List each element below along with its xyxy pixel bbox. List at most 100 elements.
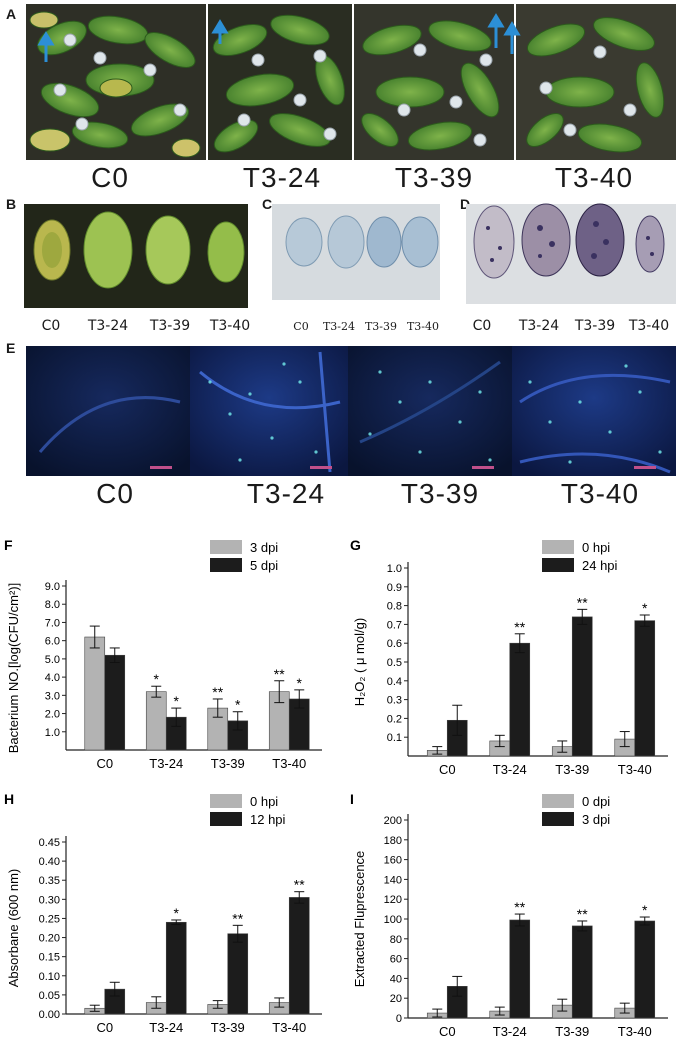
y-tick-label: 0.05 (39, 990, 60, 1002)
detached-leaf-photos (24, 203, 676, 308)
bar (84, 636, 106, 751)
y-tick-label: 0.45 (39, 837, 60, 849)
plant-photos (26, 4, 676, 160)
leaf-clip-tags (53, 33, 637, 147)
legend-label: 5 dpi (250, 558, 278, 573)
y-tick-label: 0.15 (39, 952, 60, 964)
y-tick-label: 140 (384, 874, 402, 886)
legend-swatch (210, 794, 242, 808)
x-tick-label: T3-40 (272, 1020, 306, 1035)
panel-letter: H (4, 791, 14, 807)
x-tick-label: C0 (96, 1020, 113, 1035)
genotype-label-e-c0: C0 (96, 478, 134, 509)
significance-mark: * (642, 902, 648, 918)
significance-mark: ** (514, 899, 525, 915)
plant-rosette-t3-24 (212, 14, 345, 153)
x-tick-label: C0 (439, 762, 456, 777)
genotype-label-b-t3-40: T3-40 (209, 318, 251, 334)
y-tick-label: 0.8 (387, 601, 402, 613)
genotype-label-c-t3-24: T3-24 (322, 320, 356, 333)
scale-bar-t3-39 (472, 466, 494, 469)
x-tick-label: T3-39 (211, 1020, 245, 1035)
y-tick-label: 60 (390, 954, 402, 966)
legend-swatch (542, 558, 574, 572)
genotype-label-a-c0: C0 (91, 162, 129, 193)
genotype-label-b-t3-39: T3-39 (149, 318, 191, 334)
bar (165, 921, 187, 1015)
panel-letter: I (350, 791, 354, 807)
y-tick-label: 120 (384, 894, 402, 906)
x-tick-label: C0 (96, 756, 113, 771)
panel-letter-a: A (6, 6, 17, 22)
bar (227, 933, 249, 1015)
x-tick-label: T3-40 (618, 1024, 652, 1039)
genotype-label-e-t3-39: T3-39 (400, 478, 480, 509)
y-tick-label: 1.0 (45, 727, 60, 739)
significance-mark: * (154, 671, 160, 687)
y-tick-label: 0.20 (39, 933, 60, 945)
panel-letter-c: C (262, 196, 273, 212)
y-axis-title: Bacterium NO.[log(CFU/cm²)] (6, 583, 21, 753)
significance-mark: ** (294, 877, 305, 893)
arrow-icons (37, 13, 521, 62)
genotype-label-c-c0: C0 (293, 320, 309, 333)
legend-swatch (210, 540, 242, 554)
y-tick-label: 0.5 (387, 657, 402, 669)
legend-label: 3 dpi (250, 540, 278, 555)
legend-swatch (210, 812, 242, 826)
bar (104, 654, 126, 751)
y-axis-title: Absorbane (600 nm) (6, 869, 21, 988)
genotype-label-c-t3-40: T3-40 (406, 320, 440, 333)
y-tick-label: 0.9 (387, 582, 402, 594)
y-tick-label: 0.25 (39, 913, 60, 925)
x-tick-label: T3-39 (555, 762, 589, 777)
genotype-label-a-t3-24: T3-24 (242, 162, 322, 193)
scale-bar-t3-40 (634, 466, 656, 469)
x-tick-label: T3-40 (272, 756, 306, 771)
chart-i: I 0 20 40 60 80 100 120 140 160 180 200 Extracted Fl… (350, 791, 668, 1039)
genotype-label-a-t3-39: T3-39 (394, 162, 474, 193)
bar (634, 620, 656, 757)
x-tick-label: T3-24 (149, 756, 183, 771)
significance-mark: * (174, 693, 180, 709)
significance-mark: ** (577, 594, 588, 610)
genotype-label-e-t3-40: T3-40 (560, 478, 640, 509)
significance-mark: ** (212, 684, 223, 700)
significance-mark: * (297, 675, 303, 691)
plant-rosette-t3-40 (526, 17, 665, 153)
y-tick-label: 1.0 (387, 563, 402, 575)
y-tick-label: 80 (390, 934, 402, 946)
y-tick-label: 0.35 (39, 875, 60, 887)
genotype-label-d-t3-24: T3-24 (518, 318, 560, 334)
legend-label: 0 dpi (582, 794, 610, 809)
significance-mark: * (174, 905, 180, 921)
bar (288, 897, 310, 1015)
genotype-label-b-t3-24: T3-24 (87, 318, 129, 334)
micrograph-c0 (26, 346, 190, 476)
genotype-label-d-t3-39: T3-39 (574, 318, 616, 334)
y-tick-label: 4.0 (45, 672, 60, 684)
legend-label: 12 hpi (250, 812, 286, 827)
legend-swatch (542, 812, 574, 826)
y-tick-label: 2.0 (45, 709, 60, 721)
fluorescence-micrographs (26, 346, 676, 476)
legend-swatch (542, 794, 574, 808)
x-tick-label: C0 (439, 1024, 456, 1039)
legend-label: 0 hpi (250, 794, 278, 809)
significance-mark: ** (274, 666, 285, 682)
y-tick-label: 160 (384, 855, 402, 867)
panel-letter: F (4, 537, 13, 553)
y-tick-label: 0.4 (387, 676, 402, 688)
plant-rosette-c0 (29, 11, 201, 158)
panel-letter-e: E (6, 340, 16, 356)
panel-letter-b: B (6, 196, 17, 212)
bar (509, 642, 531, 757)
significance-mark: * (642, 600, 648, 616)
y-tick-label: 0.00 (39, 1009, 60, 1021)
significance-mark: ** (577, 906, 588, 922)
y-axis-title: Extracted Fluprescence (352, 851, 367, 988)
chart-f: F 1.0 2.0 3.0 4.0 5.0 6.0 7.0 8.0 9.0 Bacterium NO… (4, 537, 322, 771)
plant-rosette-t3-39 (361, 20, 500, 151)
legend-swatch (210, 558, 242, 572)
bar (509, 919, 531, 1019)
